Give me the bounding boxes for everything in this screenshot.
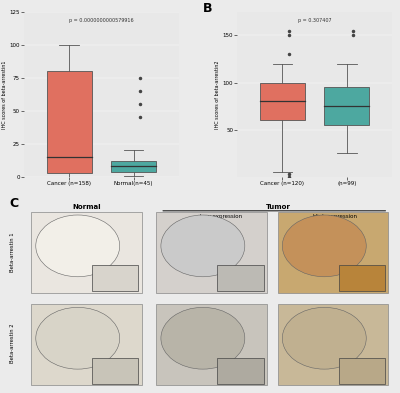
Bar xyxy=(217,358,264,384)
Text: B: B xyxy=(203,2,213,15)
Ellipse shape xyxy=(36,307,120,369)
Bar xyxy=(92,358,138,384)
Bar xyxy=(111,161,156,172)
Y-axis label: IHC scores of beta-arrestin1: IHC scores of beta-arrestin1 xyxy=(2,60,6,129)
Text: Beta-arrestin 2: Beta-arrestin 2 xyxy=(10,323,16,363)
Bar xyxy=(217,265,264,291)
Ellipse shape xyxy=(282,307,366,369)
Bar xyxy=(339,265,385,291)
Bar xyxy=(324,87,370,125)
Bar xyxy=(260,83,305,120)
Text: Beta-arrestin 1: Beta-arrestin 1 xyxy=(10,233,16,272)
Ellipse shape xyxy=(161,215,245,277)
Ellipse shape xyxy=(161,307,245,369)
Bar xyxy=(278,212,388,293)
Bar xyxy=(156,212,267,293)
Ellipse shape xyxy=(36,215,120,277)
Bar xyxy=(278,304,388,386)
Ellipse shape xyxy=(282,215,366,277)
Y-axis label: IHC scores of beta-arrestin2: IHC scores of beta-arrestin2 xyxy=(215,60,220,129)
Bar xyxy=(31,212,142,293)
Bar xyxy=(156,304,267,386)
Text: Low expression: Low expression xyxy=(200,214,242,219)
Text: Normal: Normal xyxy=(72,204,101,210)
Bar xyxy=(92,265,138,291)
Text: p = 0.0000000000579916: p = 0.0000000000579916 xyxy=(69,18,134,24)
Text: High expression: High expression xyxy=(313,214,357,219)
Text: C: C xyxy=(9,197,18,210)
Bar xyxy=(31,304,142,386)
Text: Tumor: Tumor xyxy=(266,204,290,210)
Text: p = 0.307407: p = 0.307407 xyxy=(298,18,332,24)
Bar xyxy=(339,358,385,384)
Bar xyxy=(46,71,92,173)
